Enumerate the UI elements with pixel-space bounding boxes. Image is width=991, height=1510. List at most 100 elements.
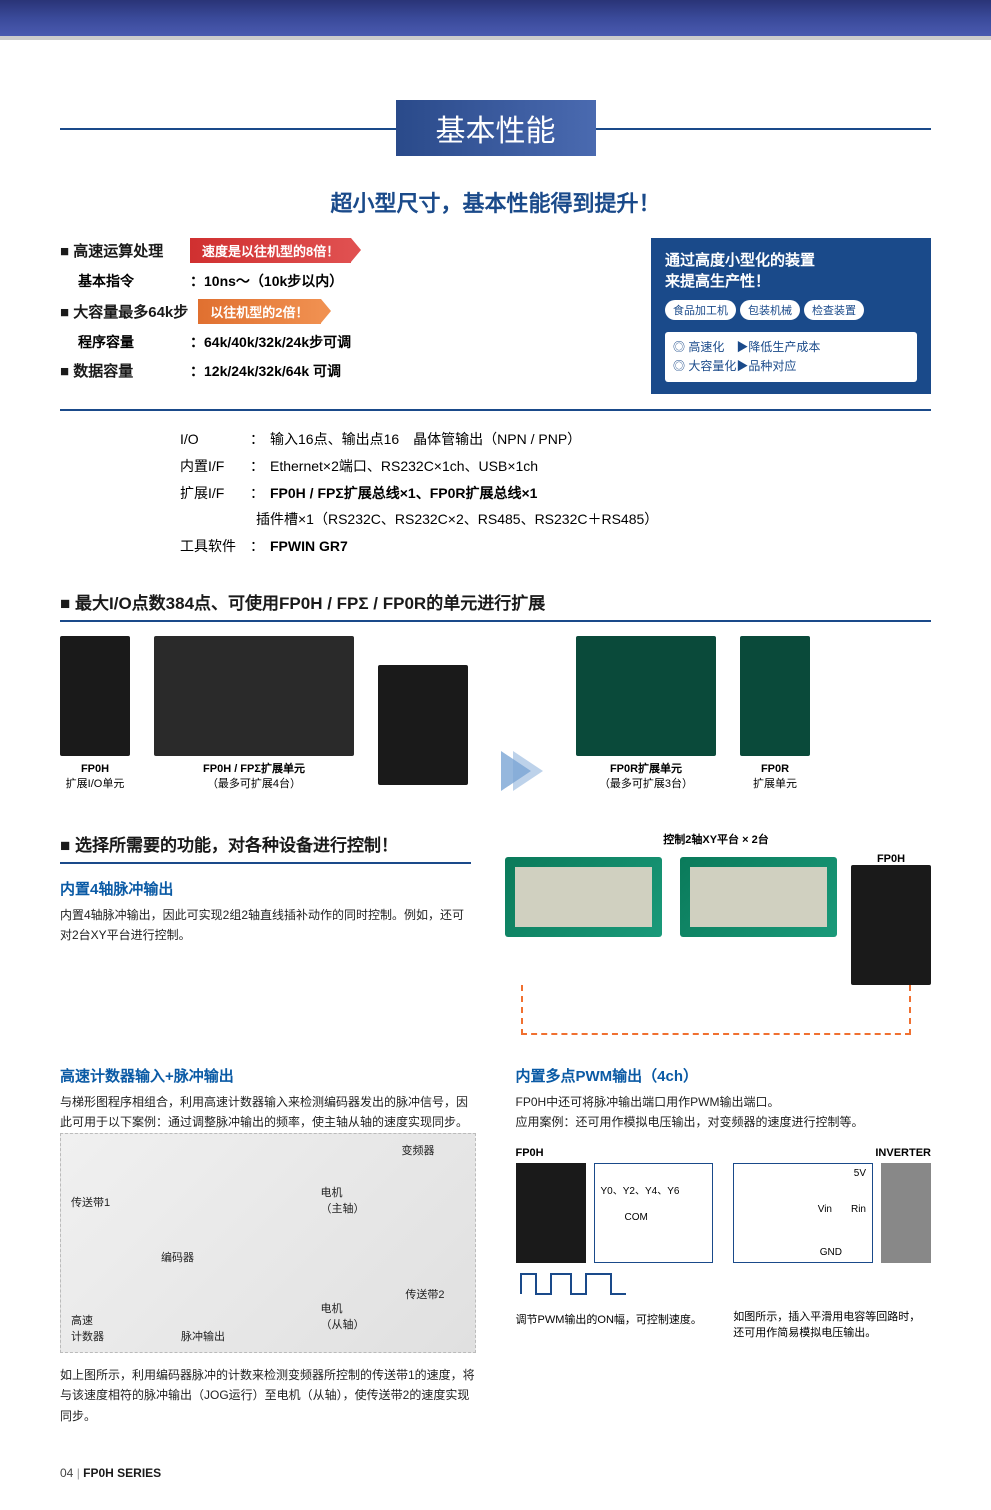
page-content: 基本性能 超小型尺寸，基本性能得到提升！ 高速运算处理 速度是以往机型的8倍！ … [0,40,991,1510]
label-motor-sub: 电机 （从轴） [321,1300,365,1332]
pwm-fp0h-device [516,1163,586,1263]
counter-body: 与梯形图程序相组合，利用高速计数器输入来检测编码器发出的脉冲信号，因此可用于以下… [60,1092,476,1133]
counter-diagram: 变频器 传送带1 电机 （主轴） 编码器 传送带2 电机 （从轴） 高速 计数器… [60,1133,476,1353]
expansion-unit: FP0R扩展单元 [740,636,810,791]
unit-sub: 扩展I/O单元 [60,777,130,791]
speed-badge-text: 速度是以往机型的8倍！ [202,244,339,259]
speed-badge: 速度是以往机型的8倍！ [190,238,351,263]
spec-instr-label: 基本指令 [60,271,180,291]
pwm-body: FP0H中还可将脉冲输出端口用作PWM输出端口。 应用案例：还可用作模拟电压输出… [516,1092,932,1133]
label-hsc: 高速 计数器 [71,1312,104,1344]
bottom-two-col: 高速计数器输入+脉冲输出 与梯形图程序相组合，利用高速计数器输入来检测编码器发出… [60,1065,931,1426]
io-key [180,506,250,533]
pulse-body: 内置4轴脉冲输出，因此可实现2组2轴直线插补动作的同时控制。例如，还可对2台XY… [60,905,471,946]
unit-sub: 扩展单元 [740,777,810,791]
pwm-fp0h-label: FP0H [516,1147,714,1159]
counter-title: 高速计数器输入+脉冲输出 [60,1065,476,1086]
header-bar [0,0,991,40]
arrow-icon [492,751,552,791]
io-row: 插件槽×1（RS232C、RS232C×2、RS485、RS232C＋RS485… [180,506,931,533]
io-sep: ： [250,533,264,560]
unit-image [576,636,716,756]
io-sep: ： [250,426,264,453]
unit-image [740,636,810,756]
io-val: FPWIN GR7 [270,533,348,560]
function-row: 选择所需要的功能，对各种设备进行控制！ 内置4轴脉冲输出 内置4轴脉冲输出，因此… [60,831,931,1035]
promo-line1: 通过高度小型化的装置 [665,252,815,269]
label-pulse-out: 脉冲输出 [181,1328,225,1344]
spec-prog-val: ：64k/40k/32k/24k步可调 [190,332,351,352]
pwm-circuit-left: Y0、Y2、Y4、Y6 COM [594,1163,714,1263]
spec-cap-label: 大容量最多64k步 [60,301,188,322]
units-row: FP0H扩展I/O单元FP0H / FPΣ扩展单元（最多可扩展4台）FP0R扩展… [60,636,931,791]
expansion-unit: FP0H扩展I/O单元 [60,636,130,791]
io-val: 输入16点、输出点16 晶体管输出（NPN / PNP） [270,426,581,453]
label-inverter: 变频器 [402,1142,435,1158]
unit-image [154,636,354,756]
func-heading: 选择所需要的功能，对各种设备进行控制！ [60,831,471,864]
page-number: 04 [60,1466,73,1480]
unit-name: FP0R [740,762,810,776]
pwm-vin-label: Vin [818,1204,832,1215]
xy-label: 控制2轴XY平台 × 2台 [501,831,931,847]
spec-grid: 高速运算处理 速度是以往机型的8倍！ 基本指令 ：10ns～（10k步以内） 大… [60,238,931,411]
spec-prog-label: 程序容量 [60,332,180,352]
io-val: Ethernet×2端口、RS232C×1ch、USB×1ch [270,453,538,480]
expansion-unit: FP0H / FPΣ扩展单元（最多可扩展4台） [154,636,354,791]
io-sep: ： [250,453,264,480]
pwm-inverter-device [881,1163,931,1263]
io-sep: ： [250,480,264,507]
cap-badge-text: 以往机型的2倍！ [210,305,308,320]
series-name: FP0H SERIES [83,1466,161,1480]
fp0h-device [851,865,931,985]
connection-lines [521,985,911,1035]
function-right: 控制2轴XY平台 × 2台 FP0H [501,831,931,1035]
xy-platform-2 [680,857,837,937]
unit-name: FP0R扩展单元 [576,762,716,776]
pwm-title: 内置多点PWM输出（4ch） [516,1065,932,1086]
pwm-y-label: Y0、Y2、Y4、Y6 [601,1182,680,1197]
io-table: I/O：输入16点、输出点16 晶体管输出（NPN / PNP）内置I/F：Et… [180,426,931,559]
xy-platform-1 [505,857,662,937]
io-key: I/O [180,426,250,453]
spec-instr-val: ：10ns～（10k步以内） [190,271,343,291]
pwm-5v-label: 5V [854,1168,866,1179]
io-val: 插件槽×1（RS232C、RS232C×2、RS485、RS232C＋RS485… [256,506,658,533]
pwm-circuit-right: 5V Vin Rin GND [733,1163,873,1263]
section-title: 基本性能 [396,100,596,156]
pwm-diagram: FP0H Y0、Y2、Y4、Y6 COM 调节PWM输出的ON幅，可控制速度。 … [516,1147,932,1342]
promo-line2: 来提高生产性！ [665,273,770,290]
spec-data-val: ：12k/24k/32k/64k 可调 [190,361,341,381]
fp0h-label: FP0H [851,853,931,865]
promo-sub: ◎ 高速化 ▶降低生产成本 ◎ 大容量化▶品种对应 [665,332,917,382]
pwm-right-box: INVERTER 5V Vin Rin GND 如图所示，插入平滑用电容等回路时… [733,1147,931,1342]
unit-sub: （最多可扩展3台） [576,777,716,791]
pwm-caption-right: 如图所示，插入平滑用电容等回路时，还可用作简易模拟电压输出。 [733,1309,931,1342]
promo-pill: 包装机械 [740,300,800,320]
io-key: 扩展I/F [180,480,250,507]
promo-sub1: ◎ 高速化 ▶降低生产成本 [673,338,820,357]
promo-pill: 食品加工机 [665,300,736,320]
unit-image [60,636,130,756]
promo-pills: 食品加工机包装机械检查装置 [665,300,917,324]
expansion-unit: FP0R扩展单元（最多可扩展3台） [576,636,716,791]
pwm-com-label: COM [625,1212,648,1223]
label-motor-main: 电机 （主轴） [321,1184,365,1216]
counter-after: 如上图所示，利用编码器脉冲的计数来检测变频器所控制的传送带1的速度，将与该速度相… [60,1365,476,1426]
subtitle: 超小型尺寸，基本性能得到提升！ [60,186,931,218]
unit-image [378,665,468,785]
page-footer: 04 | FP0H SERIES [60,1426,931,1480]
promo-box: 通过高度小型化的装置 来提高生产性！ 食品加工机包装机械检查装置 ◎ 高速化 ▶… [651,238,931,394]
io-row: I/O：输入16点、输出点16 晶体管输出（NPN / PNP） [180,426,931,453]
io-val: FP0H / FPΣ扩展总线×1、FP0R扩展总线×1 [270,480,537,507]
pwm-left-box: FP0H Y0、Y2、Y4、Y6 COM 调节PWM输出的ON幅，可控制速度。 [516,1147,714,1342]
pwm-waveform-icon [516,1269,714,1299]
label-belt2: 传送带2 [405,1286,444,1302]
pwm-rin-label: Rin [851,1204,866,1215]
spec-left: 高速运算处理 速度是以往机型的8倍！ 基本指令 ：10ns～（10k步以内） 大… [60,238,631,394]
io-key: 工具软件 [180,533,250,560]
unit-name: FP0H [60,762,130,776]
pwm-gnd-label: GND [820,1247,842,1258]
promo-pill: 检查装置 [804,300,864,320]
counter-col: 高速计数器输入+脉冲输出 与梯形图程序相组合，利用高速计数器输入来检测编码器发出… [60,1065,476,1426]
